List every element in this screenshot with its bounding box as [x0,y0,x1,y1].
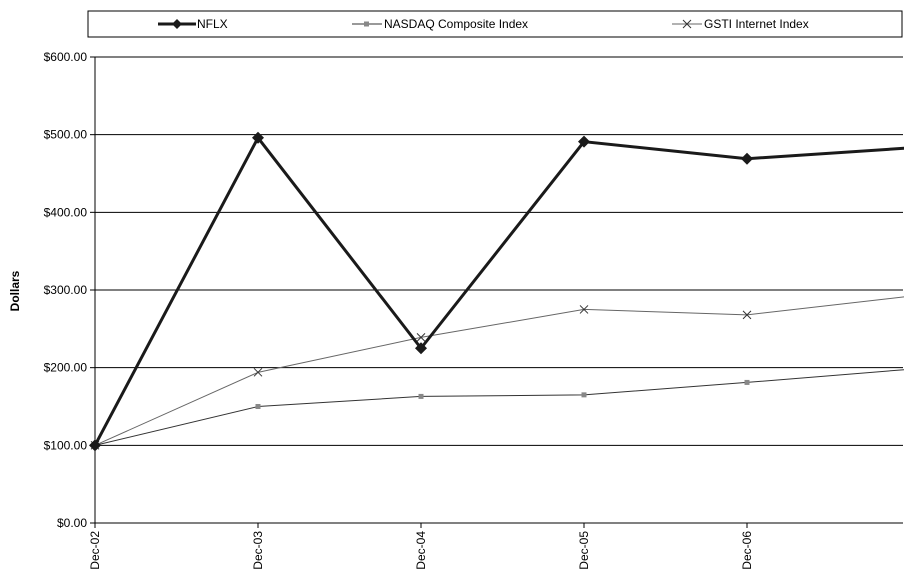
legend-label-gsti: GSTI Internet Index [704,17,809,31]
data-point-diamond [578,135,590,148]
legend-marker-x [682,19,692,29]
x-tick-label: Dec-05 [577,531,591,570]
axes [90,56,903,528]
legend-marker-square [364,21,369,27]
series-lines [89,131,904,452]
gridlines [95,56,903,446]
y-tick-label: $500.00 [44,128,88,142]
data-point-diamond [741,152,753,165]
data-point-diamond [415,342,427,355]
legend-item-nflx: NFLX [158,17,228,31]
y-tick-labels: $0.00 $100.00 $200.00 $300.00 $400.00 $500.00… [44,50,88,530]
data-point-square [255,404,261,409]
data-point-square [744,379,750,385]
legend: NFLX NASDAQ Composite Index GSTI Interne… [87,10,903,38]
legend-item-gsti: GSTI Internet Index [672,17,809,31]
legend-label-nflx: NFLX [197,17,228,31]
series-line [94,296,904,446]
y-tick-label: $0.00 [57,516,87,530]
x-tick-label: Dec-04 [414,531,428,570]
data-point-x [253,367,263,377]
series-line [93,135,904,447]
series-1 [92,369,904,448]
data-point-x [742,310,752,320]
data-point-x [416,333,426,342]
data-point-square [581,392,587,398]
legend-label-nasdaq: NASDAQ Composite Index [384,17,528,31]
y-tick-label: $600.00 [44,50,88,64]
x-tick-label: Dec-02 [88,531,102,570]
legend-item-nasdaq: NASDAQ Composite Index [352,17,528,31]
series-0 [89,131,904,452]
x-tick-label: Dec-06 [740,531,754,570]
data-point-square [418,393,424,399]
y-tick-label: $300.00 [44,283,88,297]
y-tick-label: $200.00 [44,361,88,375]
y-tick-label: $100.00 [44,438,88,452]
legend-box [87,10,903,38]
data-point-diamond [252,131,264,144]
y-tick-label: $400.00 [44,205,88,219]
y-axis-label: Dollars [8,270,22,311]
data-point-x [579,305,589,314]
x-tick-label: Dec-03 [251,531,265,570]
series-2 [90,296,904,450]
data-point-diamond [89,439,101,452]
legend-marker-diamond [172,19,182,29]
series-line [94,369,904,446]
